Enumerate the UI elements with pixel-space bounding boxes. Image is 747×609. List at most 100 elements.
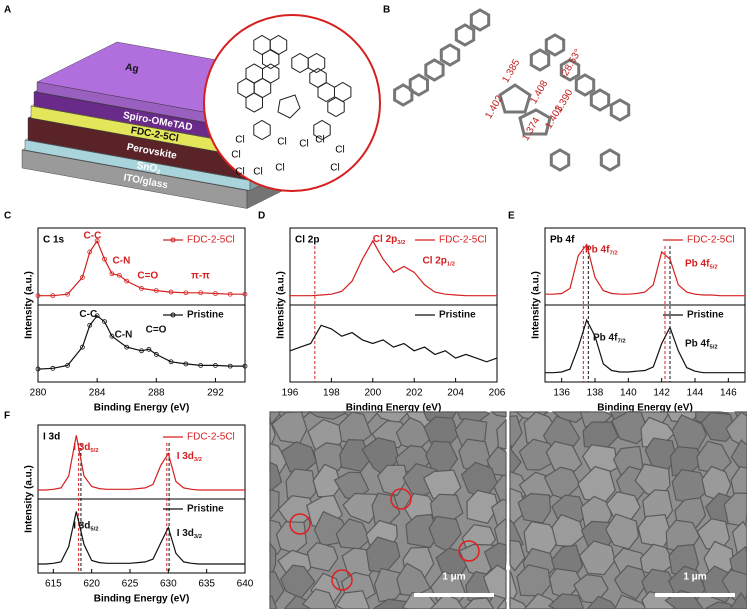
peak-label: Cl 2p3/2: [373, 233, 406, 245]
data-point: [213, 291, 218, 296]
x-tick-label: 138: [587, 388, 604, 399]
grain: [335, 590, 371, 609]
peak-label-main: C-N: [113, 255, 131, 266]
peak-label-sub: 7/2: [609, 250, 618, 256]
peak-label-main: Pb 4f: [593, 332, 618, 343]
x-axis-label: Binding Energy (eV): [94, 594, 190, 605]
x-axis-label: Binding Energy (eV): [597, 403, 693, 414]
defect-circle: [390, 488, 412, 510]
spectrum-line: [38, 511, 245, 565]
panel-label: A: [4, 5, 11, 16]
spectrum-line: [290, 239, 497, 297]
peak-label: C-C: [84, 230, 102, 241]
layer-label: SnO2: [136, 160, 162, 176]
grain: [700, 412, 736, 443]
grain: [613, 565, 648, 600]
data-point: [168, 289, 174, 295]
grain: [301, 588, 337, 609]
spectrum-line: [289, 324, 498, 363]
layer-label: Ag: [124, 62, 139, 75]
crystal-ring: [469, 8, 491, 32]
x-tick-label: 615: [45, 579, 62, 590]
data-point: [65, 291, 70, 297]
y-axis-label: Intensity (a.u.): [531, 271, 542, 339]
data-point: [146, 346, 152, 352]
panel-label: D: [258, 211, 265, 222]
crystal-ring: [549, 148, 571, 172]
legend-label: FDC-2-5Cl: [187, 432, 235, 443]
scale-label: 1 μm: [442, 572, 465, 583]
grain: [605, 513, 640, 550]
defect-circle: [458, 540, 480, 562]
y-axis-label: Intensity (a.u.): [24, 465, 35, 533]
peak-label-sub: 5/2: [90, 526, 99, 532]
chart-title: I 3d: [43, 432, 60, 443]
atom-label: Cl: [235, 167, 244, 178]
legend-label: Pristine: [439, 310, 476, 321]
grain: [496, 598, 507, 609]
grain: [725, 411, 747, 449]
grain: [269, 595, 278, 609]
grain: [429, 593, 465, 609]
peak-label-sub: 5/2: [90, 448, 99, 454]
peak-label: I 3d3/2: [177, 451, 203, 463]
scale-label: 1 μm: [683, 572, 706, 583]
peak-label-main: Cl 2p: [373, 233, 397, 244]
legend-marker: [170, 312, 176, 318]
grain: [509, 539, 526, 572]
data-point: [168, 359, 174, 365]
x-tick-label: 144: [687, 388, 704, 399]
bond-label: 1.408: [528, 78, 550, 106]
crystal-ring: [518, 108, 552, 136]
grain: [729, 591, 747, 609]
peak-label-main: π-π: [191, 270, 210, 281]
molecule-ring: [277, 94, 301, 119]
x-tick-label: 625: [122, 579, 139, 590]
peak-label: Pb 4f7/2: [585, 244, 618, 256]
peak-label-main: C-C: [84, 230, 102, 241]
x-tick-label: 200: [364, 388, 381, 399]
data-point: [139, 285, 144, 291]
grain: [462, 597, 495, 609]
data-point: [227, 291, 233, 297]
crystal-ring: [574, 73, 596, 97]
atom-label: Cl: [315, 135, 324, 146]
crystal-ring: [529, 48, 551, 72]
data-point: [94, 313, 100, 319]
grain: [482, 564, 507, 600]
peak-label: Pb 4f7/2: [593, 332, 626, 344]
x-tick-label: 198: [323, 388, 340, 399]
panel-label: E: [508, 211, 515, 222]
grain: [342, 492, 382, 524]
peak-label: C=O: [146, 324, 167, 335]
x-tick-label: 284: [89, 388, 106, 399]
chart-title: Cl 2p: [295, 235, 319, 246]
molecule-ring: [307, 52, 326, 74]
data-point: [102, 319, 107, 325]
peak-label-sub: 3/2: [397, 239, 406, 245]
defect-circle: [331, 569, 353, 591]
spectrum-line: [545, 243, 745, 297]
data-point: [153, 288, 159, 293]
x-tick-label: 202: [406, 388, 423, 399]
peak-label-sub: 5/2: [709, 344, 718, 350]
data-point: [139, 348, 144, 354]
grain: [518, 438, 557, 471]
data-point: [124, 344, 130, 350]
peak-label-main: C-C: [79, 309, 97, 320]
crystal-ring: [439, 43, 461, 67]
legend-marker: [170, 237, 176, 243]
x-tick-label: 142: [653, 388, 670, 399]
peak-label-main: I 3d: [73, 442, 90, 453]
data-point: [213, 362, 218, 368]
grain: [466, 489, 499, 524]
crystal-ring: [393, 83, 414, 107]
x-tick-label: 196: [282, 388, 299, 399]
spectrum-line: [545, 318, 745, 374]
grain: [496, 419, 507, 450]
crystal-ring: [559, 58, 581, 82]
peak-label: I 3d5/2: [73, 520, 99, 532]
data-point: [183, 290, 189, 296]
chart-title: Pb 4f: [550, 235, 575, 246]
grain: [405, 513, 439, 549]
